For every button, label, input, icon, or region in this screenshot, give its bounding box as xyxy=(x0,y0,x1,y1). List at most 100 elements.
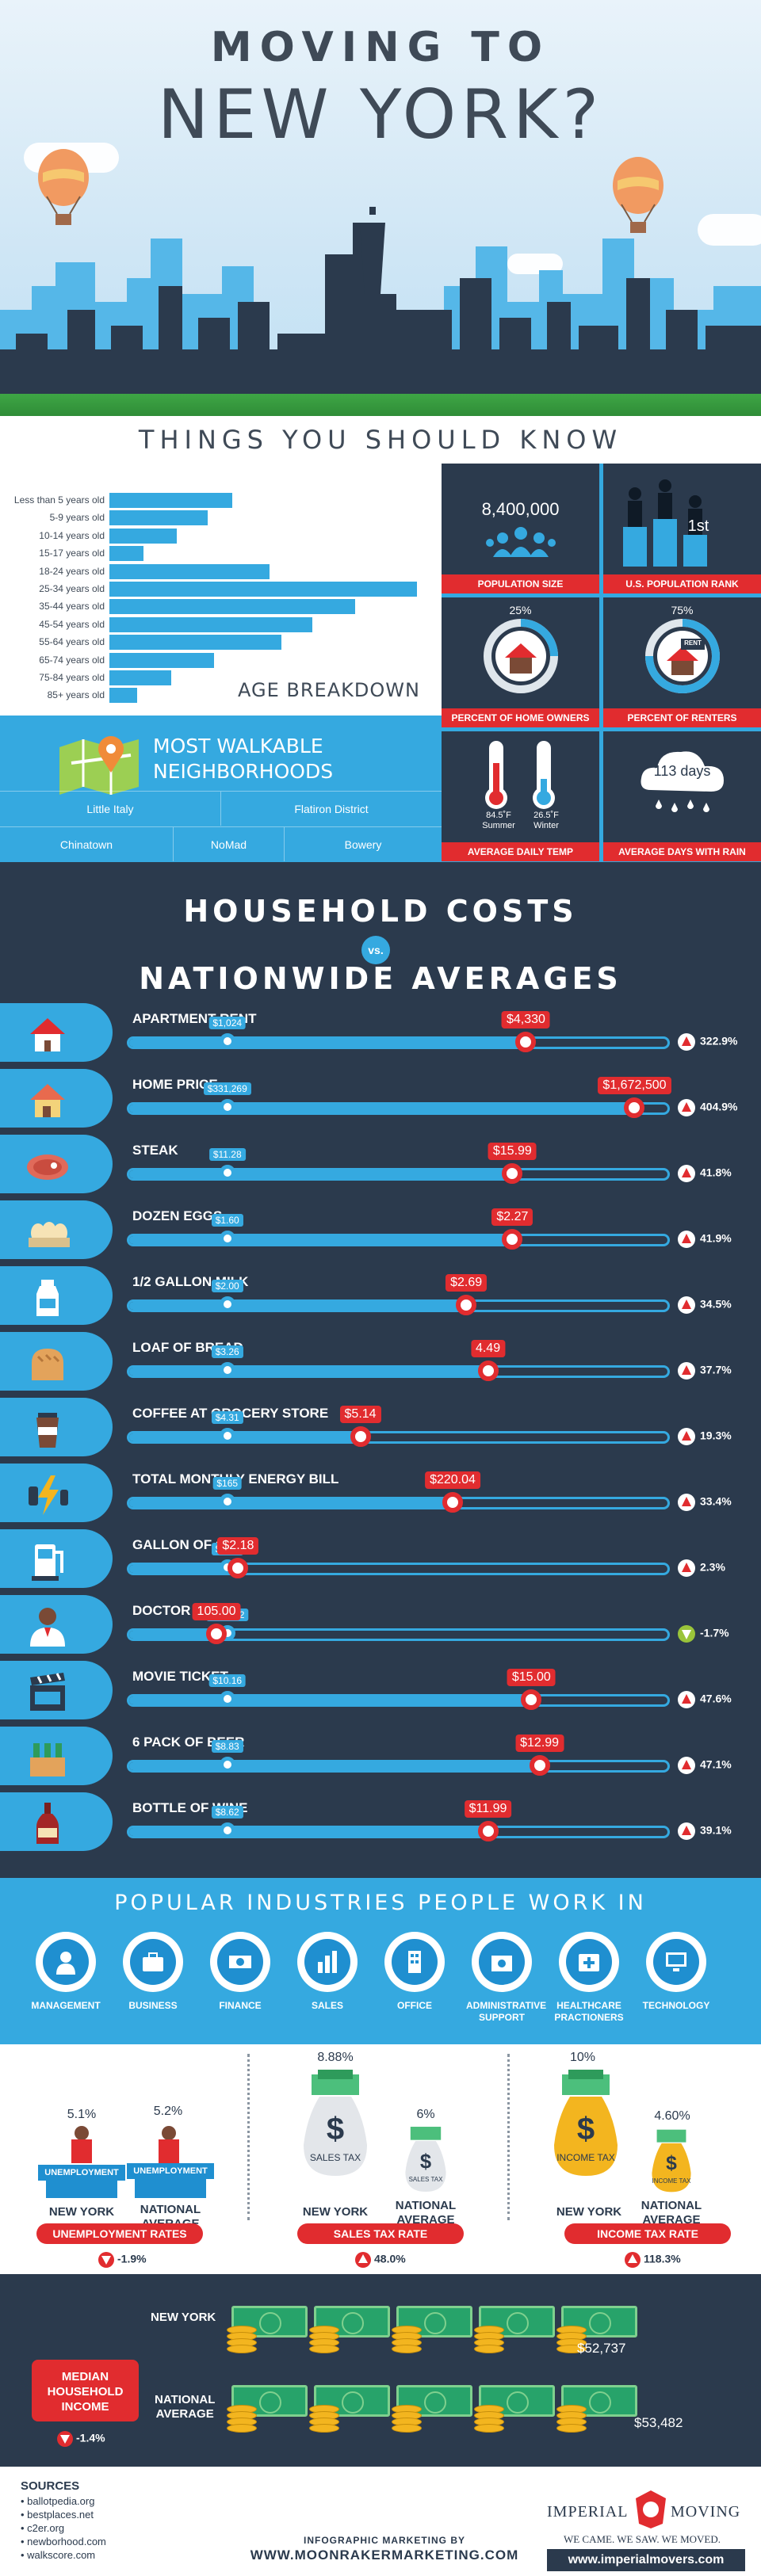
bar-chart-icon xyxy=(304,1939,350,1985)
imperial-website-link[interactable]: www.imperialmovers.com xyxy=(547,2549,745,2571)
rent-house-gauge-icon: RENT xyxy=(644,618,721,698)
industry-item: OFFICE xyxy=(379,1932,450,2012)
unemployment-nat-pct: 5.2% xyxy=(153,2105,183,2118)
source-link[interactable]: • newborhood.com xyxy=(21,2536,106,2547)
sales-tax-bag-icon: $ SALES TAX xyxy=(400,2124,451,2199)
new-york-value: $12.99 xyxy=(515,1735,564,1752)
svg-text:$: $ xyxy=(666,2153,677,2174)
income-tax-bag-label: INCOME TAX xyxy=(652,2177,691,2185)
cost-item-name: DOZEN EGGS xyxy=(132,1208,223,1223)
percent-difference: -1.7% xyxy=(678,1625,729,1643)
house-rent-icon xyxy=(0,1003,113,1062)
industry-circle xyxy=(472,1932,532,1992)
unemployment-podium xyxy=(46,2181,117,2198)
age-row: 5-9 years old xyxy=(0,509,442,528)
percent-value: 322.9% xyxy=(700,1034,738,1048)
national-average-marker xyxy=(219,1822,235,1838)
neighborhood-cell: Flatiron District xyxy=(220,791,442,826)
age-row: 55-64 years old xyxy=(0,634,442,652)
source-link[interactable]: • bestplaces.net xyxy=(21,2509,94,2521)
city-stats-panel: 8,400,000 POPULATION SIZE 1st U.S xyxy=(442,464,761,862)
industry-item: TECHNOLOGY xyxy=(641,1932,712,2012)
cost-row: LOAF OF BREAD $3.26 4.49 37.7% xyxy=(0,1329,761,1391)
industry-label: HEALTHCARE PRACTIONERS xyxy=(553,2000,625,2024)
vs-badge: vs. xyxy=(361,936,390,964)
source-link[interactable]: • ballotpedia.org xyxy=(21,2495,95,2507)
income-ny-label: NEW YORK xyxy=(556,2205,622,2219)
unemployment-sign: UNEMPLOYMENT xyxy=(38,2165,125,2181)
percent-difference: 39.1% xyxy=(678,1822,732,1840)
cost-comparison-bar: $2.00 $2.69 xyxy=(127,1274,670,1315)
new-york-marker xyxy=(456,1295,477,1315)
down-arrow-icon xyxy=(678,1625,695,1643)
gas-pump-icon xyxy=(0,1529,113,1588)
new-york-value: $1,672,500 xyxy=(598,1077,671,1094)
cost-comparison-bar: $331,269 $1,672,500 xyxy=(127,1077,671,1118)
manager-icon xyxy=(43,1939,89,1985)
age-breakdown-panel: Less than 5 years old 5-9 years old 10-14 … xyxy=(0,464,442,716)
source-link[interactable]: • c2er.org xyxy=(21,2522,65,2534)
dollar-bill-icon xyxy=(217,1939,263,1985)
unemployment-person-icon xyxy=(55,2125,108,2169)
winter-temp-label: Winter xyxy=(533,821,559,830)
rain-stat: 113 days AVERAGE DAYS WITH RAIN xyxy=(603,731,761,861)
national-average-marker xyxy=(219,1099,235,1115)
footer: SOURCES • ballotpedia.org • bestplaces.n… xyxy=(0,2467,761,2576)
age-bar xyxy=(109,528,178,544)
industry-label: FINANCE xyxy=(205,2000,276,2012)
people-icon xyxy=(485,525,556,561)
cost-row: 1/2 GALLON MILK $2.00 $2.69 34.5% xyxy=(0,1263,761,1325)
cost-row: HOME PRICE $331,269 $1,672,500 404.9% xyxy=(0,1066,761,1128)
hero-title-line1: MOVING TO xyxy=(210,24,551,71)
age-bar xyxy=(109,582,417,597)
income-nat-value: $53,482 xyxy=(634,2415,683,2430)
sales-tax-banner: SALES TAX RATE xyxy=(297,2223,464,2244)
unemployment-ny-pct: 5.1% xyxy=(67,2108,97,2121)
percent-difference: 33.4% xyxy=(678,1494,732,1511)
coffee-icon xyxy=(0,1398,113,1456)
coin-stack-icon xyxy=(474,2326,504,2353)
income-tax-bag-icon: $ INCOME TAX xyxy=(646,2127,697,2199)
new-york-marker xyxy=(529,1755,550,1776)
coin xyxy=(309,2345,339,2353)
down-arrow-icon xyxy=(57,2431,73,2447)
industry-label-line1: OFFICE xyxy=(397,2000,432,2011)
moonraker-link[interactable]: WWW.MOONRAKERMARKETING.COM xyxy=(250,2547,519,2563)
steak-icon xyxy=(0,1135,113,1193)
cost-row: GALLON OF GAS$2.13$2.182.3% xyxy=(0,1526,761,1588)
industries-title: POPULAR INDUSTRIES PEOPLE WORK IN xyxy=(114,1891,647,1915)
rent-sign: RENT xyxy=(684,639,702,647)
new-york-value: $15.99 xyxy=(488,1143,537,1160)
age-bar xyxy=(109,510,208,526)
imperial-moving-logo: IMPERIAL MOVING xyxy=(547,2486,740,2533)
new-york-value: 105.00 xyxy=(192,1603,241,1620)
credit-line: INFOGRAPHIC MARKETING BY xyxy=(304,2535,465,2546)
source-link[interactable]: • walkscore.com xyxy=(21,2549,96,2561)
energy-icon xyxy=(0,1464,113,1522)
nat-label-line1: NATIONAL xyxy=(140,2203,201,2216)
industry-item: FINANCE xyxy=(205,1932,276,2012)
house-price-icon xyxy=(0,1069,113,1128)
dollar-bill-icon xyxy=(231,2385,308,2417)
coin-stack-icon xyxy=(227,2405,257,2433)
coin xyxy=(392,2424,422,2433)
percent-value: 47.1% xyxy=(700,1757,732,1771)
new-york-value: $5.14 xyxy=(339,1406,381,1423)
industry-label-line1: HEALTHCARE xyxy=(556,2000,621,2011)
sales-ny-label: NEW YORK xyxy=(302,2205,369,2219)
rain-value: 113 days xyxy=(653,763,711,779)
age-row: 25-34 years old xyxy=(0,581,442,599)
walkable-neighborhoods-panel: MOST WALKABLE NEIGHBORHOODS Little Italy… xyxy=(0,716,442,862)
up-arrow-icon xyxy=(678,1362,695,1380)
section-divider xyxy=(507,2054,510,2220)
age-row: 35-44 years old xyxy=(0,598,442,616)
income-nat-label: NATIONAL AVERAGE xyxy=(641,2199,702,2227)
logo-left-text: IMPERIAL xyxy=(547,2503,629,2521)
cost-row: MOVIE TICKET $10.16 $15.00 47.6% xyxy=(0,1658,761,1719)
clapperboard-icon xyxy=(0,1661,113,1719)
percent-difference: 404.9% xyxy=(678,1099,737,1116)
age-bar xyxy=(109,652,214,668)
hero-title-line2: NEW YORK? xyxy=(157,75,604,155)
coin xyxy=(474,2345,504,2353)
industry-label: BUSINESS xyxy=(117,2000,189,2012)
